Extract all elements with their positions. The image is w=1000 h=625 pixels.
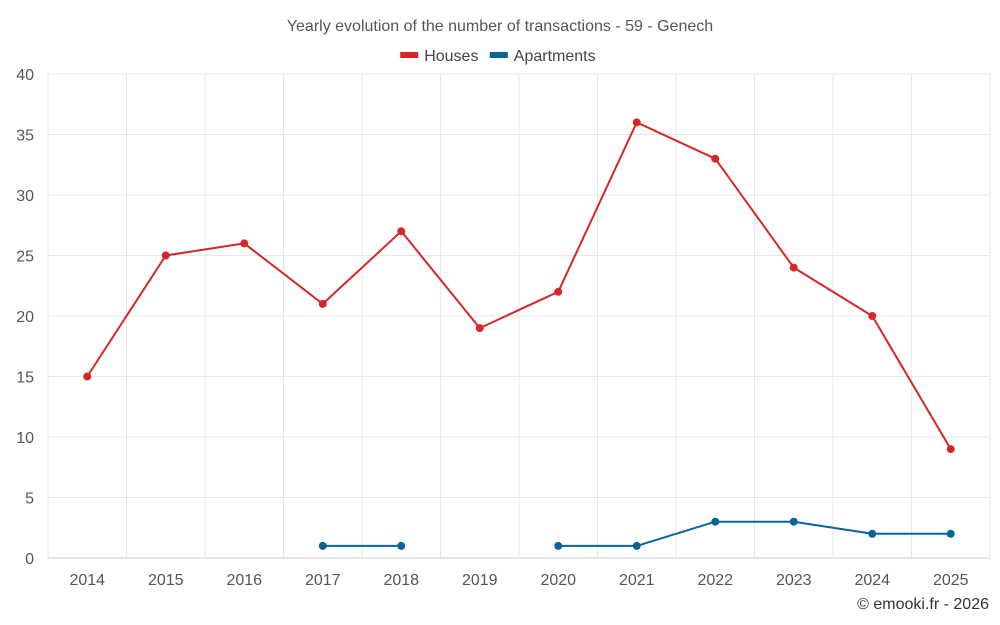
legend-label: Houses <box>424 48 478 65</box>
legend-item-apartments[interactable]: Apartments <box>489 48 596 65</box>
chart-title: Yearly evolution of the number of transa… <box>287 18 713 35</box>
series-line <box>558 520 951 547</box>
x-axis: 2014 2015 2016 2017 2018 2019 2020 2021 2022 2023… <box>69 572 968 589</box>
x-tick-label: 2016 <box>226 572 262 589</box>
y-tick-label: 35 <box>16 128 34 145</box>
data-point[interactable] <box>632 118 641 127</box>
x-tick-label: 2021 <box>619 572 655 589</box>
x-tick-label: 2018 <box>383 572 419 589</box>
x-tick-label: 2015 <box>148 572 184 589</box>
data-point[interactable] <box>946 529 955 538</box>
data-point[interactable] <box>240 239 249 248</box>
data-point[interactable] <box>711 517 720 526</box>
legend-item-houses[interactable]: Houses <box>400 48 478 65</box>
data-point[interactable] <box>868 529 877 538</box>
y-axis: 0 5 10 15 20 25 30 35 40 <box>16 67 34 568</box>
x-tick-label: 2025 <box>933 572 969 589</box>
y-tick-label: 15 <box>16 370 34 387</box>
legend-swatch <box>489 52 508 58</box>
data-point[interactable] <box>83 372 92 381</box>
data-point[interactable] <box>397 227 406 236</box>
data-point[interactable] <box>554 541 563 550</box>
x-tick-label: 2014 <box>69 572 105 589</box>
data-point[interactable] <box>475 324 484 333</box>
series-houses <box>83 118 955 454</box>
x-tick-label: 2024 <box>854 572 890 589</box>
data-point[interactable] <box>711 154 720 163</box>
data-point[interactable] <box>632 541 641 550</box>
x-tick-label: 2017 <box>305 572 341 589</box>
legend-swatch <box>400 52 419 58</box>
y-tick-label: 5 <box>25 491 34 508</box>
y-tick-label: 25 <box>16 249 34 266</box>
x-tick-label: 2022 <box>697 572 733 589</box>
data-point[interactable] <box>161 251 170 260</box>
y-tick-label: 30 <box>16 188 34 205</box>
data-point[interactable] <box>868 312 877 320</box>
data-point[interactable] <box>789 517 798 526</box>
y-tick-label: 0 <box>25 551 34 568</box>
data-point[interactable] <box>554 287 563 296</box>
x-tick-label: 2020 <box>540 572 576 589</box>
data-point[interactable] <box>318 541 327 550</box>
y-tick-label: 20 <box>16 309 34 326</box>
data-point[interactable] <box>318 299 327 308</box>
x-tick-label: 2023 <box>776 572 812 589</box>
series-apartments <box>318 517 955 550</box>
y-tick-label: 40 <box>16 67 34 84</box>
grid <box>47 73 991 559</box>
data-point[interactable] <box>946 445 955 454</box>
legend-label: Apartments <box>514 48 596 65</box>
data-point[interactable] <box>397 541 406 550</box>
credit-text: © emooki.fr - 2026 <box>857 596 989 613</box>
legend: Houses Apartments <box>400 48 596 65</box>
y-tick-label: 10 <box>16 430 34 447</box>
data-point[interactable] <box>789 263 798 272</box>
series-layer <box>83 118 955 550</box>
x-tick-label: 2019 <box>462 572 498 589</box>
series-line <box>86 121 952 450</box>
